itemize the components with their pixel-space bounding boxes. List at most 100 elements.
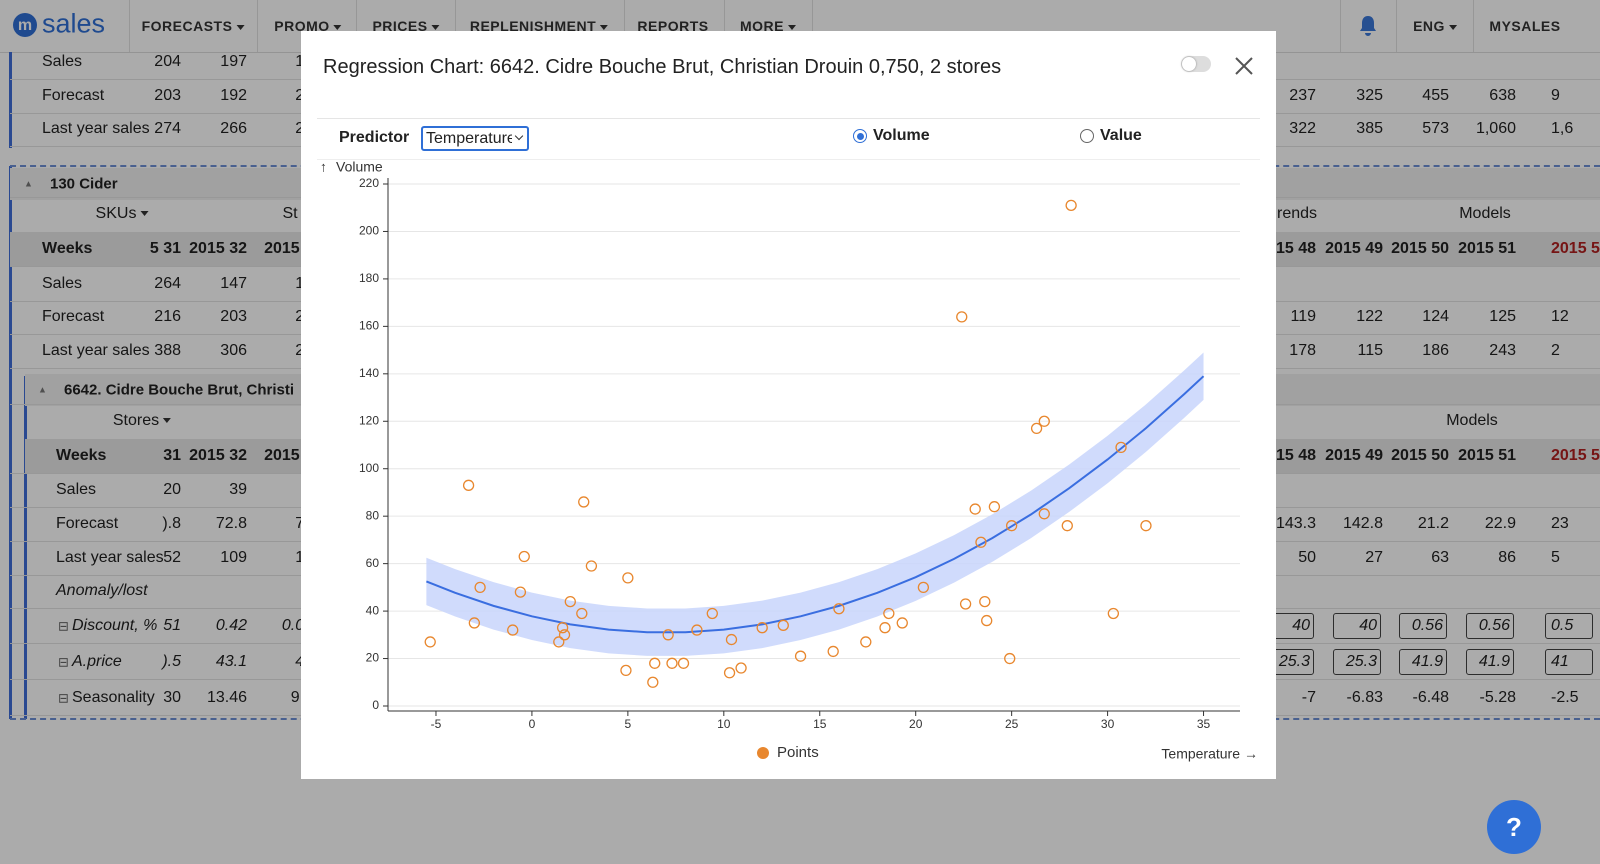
cell: 0.5 xyxy=(1551,617,1574,634)
close-button[interactable] xyxy=(1233,55,1255,77)
y-tick-label: 40 xyxy=(366,603,380,617)
nav-item[interactable]: REPLENISHMENT xyxy=(470,19,608,33)
x-tick-label: 25 xyxy=(1005,717,1019,731)
input-box xyxy=(1333,613,1381,639)
cell: 124 xyxy=(1422,308,1449,325)
help-button[interactable]: ? xyxy=(1486,799,1542,855)
input-box xyxy=(1545,649,1593,675)
tab: Models xyxy=(1459,205,1511,222)
tab: rends xyxy=(1276,205,1318,222)
row-label: Last year sales xyxy=(42,342,150,359)
cell: 2015 49 xyxy=(1325,240,1383,257)
row-label: A.price xyxy=(72,653,122,670)
row-label: Seasonality xyxy=(72,689,155,706)
y-tick-label: 80 xyxy=(366,508,380,522)
nav-item[interactable]: REPORTS xyxy=(637,18,709,34)
nav-item[interactable]: MYSALES xyxy=(1489,18,1561,34)
nav-separator xyxy=(624,0,625,52)
section-title: 130 Cider xyxy=(50,175,118,193)
data-point xyxy=(1004,652,1016,665)
cell: 43.1 xyxy=(215,653,247,670)
cell: 2015 49 xyxy=(1325,447,1383,464)
cell: 0.42 xyxy=(215,617,247,634)
input-box xyxy=(1466,613,1514,639)
data-point xyxy=(514,586,527,598)
cell: 266 xyxy=(220,120,247,137)
y-axis-label: Volume xyxy=(336,159,383,175)
cell: 25.3 xyxy=(1345,653,1377,670)
data-point xyxy=(691,624,703,636)
cell: 41.9 xyxy=(1411,653,1443,670)
nav-item[interactable]: FORECASTS xyxy=(142,19,245,33)
y-tick-label: 160 xyxy=(359,319,379,333)
radio[interactable] xyxy=(853,129,867,143)
cell: 31 xyxy=(163,447,181,464)
data-point xyxy=(1038,415,1050,427)
predictor-select[interactable]: Temperature xyxy=(421,126,529,151)
y-axis-arrow: ↑ xyxy=(320,159,327,175)
data-point xyxy=(1061,520,1073,532)
cell: 2015 50 xyxy=(1391,447,1449,464)
y-tick-label: 120 xyxy=(359,413,379,427)
cell: -7 xyxy=(1301,689,1316,706)
data-point xyxy=(666,657,678,669)
row-label: Discount, % xyxy=(72,617,158,634)
data-point xyxy=(677,657,690,669)
data-point xyxy=(896,617,908,629)
data-point xyxy=(468,617,481,629)
cell: 41.9 xyxy=(1478,653,1510,670)
nav-separator xyxy=(455,0,456,52)
radio[interactable] xyxy=(1080,129,1094,143)
cell: 0.56 xyxy=(1411,617,1443,634)
divider xyxy=(317,118,1260,119)
data-point xyxy=(558,629,571,641)
cell: 13.46 xyxy=(206,689,247,706)
nav-item[interactable]: MORE xyxy=(740,19,796,33)
cell: 142.8 xyxy=(1342,515,1383,532)
data-point xyxy=(424,636,436,648)
data-point xyxy=(975,536,987,548)
cell: 2015 3 xyxy=(264,240,313,257)
row-label: Sales xyxy=(42,53,83,70)
data-point xyxy=(879,622,891,634)
cell: 41 xyxy=(1551,653,1569,670)
data-point xyxy=(556,622,569,634)
data-point xyxy=(1107,607,1120,620)
nav-separator xyxy=(129,0,130,52)
nav-separator xyxy=(724,0,725,52)
cell: 15 48 xyxy=(1275,447,1316,464)
x-tick-label: 0 xyxy=(529,717,536,731)
x-tick-label: -5 xyxy=(431,717,442,731)
logo-mark: m xyxy=(13,13,37,37)
data-point xyxy=(649,657,661,669)
data-point xyxy=(794,650,807,662)
tab: SKUs xyxy=(96,206,149,222)
cell: 192 xyxy=(220,87,247,104)
data-point xyxy=(578,496,590,508)
data-point xyxy=(1115,441,1127,454)
cell: 20 xyxy=(163,481,181,498)
radio-label: Volume xyxy=(873,127,930,144)
data-point xyxy=(1030,422,1043,435)
bell-icon[interactable] xyxy=(1356,13,1380,37)
cell: 50 xyxy=(1298,549,1316,566)
section-bar xyxy=(24,376,27,719)
cell: 455 xyxy=(1422,87,1449,104)
toggle[interactable] xyxy=(1181,56,1211,72)
nav-item[interactable]: PROMO xyxy=(274,19,341,33)
cell: 306 xyxy=(220,342,247,359)
section-bar xyxy=(9,166,12,719)
cell: 388 xyxy=(154,342,181,359)
cell: 264 xyxy=(154,275,181,292)
nav-item[interactable]: PRICES xyxy=(372,19,439,33)
row-label: Weeks xyxy=(42,240,93,257)
data-point xyxy=(723,667,736,679)
row-label: Anomaly/lost xyxy=(56,582,148,599)
cell: 52 xyxy=(163,549,181,566)
cell: 325 xyxy=(1356,87,1383,104)
nav-item[interactable]: ENG xyxy=(1413,19,1457,33)
y-tick-label: 220 xyxy=(359,176,379,190)
cell: 23 xyxy=(1551,515,1569,532)
cell: 40 xyxy=(1359,617,1377,634)
